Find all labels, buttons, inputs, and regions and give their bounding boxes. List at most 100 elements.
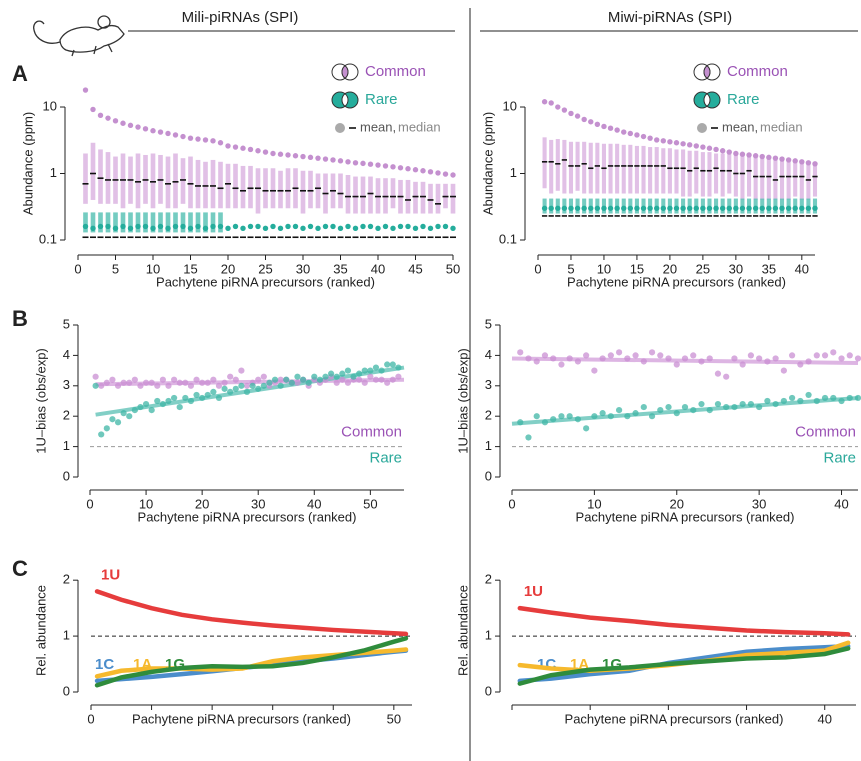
mean-dot xyxy=(247,223,254,230)
box xyxy=(90,212,96,233)
point xyxy=(378,376,385,383)
box xyxy=(195,159,201,209)
point xyxy=(283,376,290,383)
mean-dot xyxy=(315,225,321,231)
box xyxy=(549,139,554,194)
point xyxy=(92,373,99,380)
point xyxy=(120,410,127,417)
mouse-ear xyxy=(97,15,111,29)
point xyxy=(294,373,301,380)
mean-dot xyxy=(574,113,581,119)
y-tick-label: 1 xyxy=(63,628,70,643)
mean-dot xyxy=(172,223,179,230)
point xyxy=(210,388,217,395)
point xyxy=(756,403,763,411)
box xyxy=(270,168,276,209)
point xyxy=(271,376,279,383)
point xyxy=(243,388,251,395)
mean-dot xyxy=(127,225,134,231)
box xyxy=(568,141,574,194)
box xyxy=(180,158,186,204)
curve xyxy=(517,643,851,684)
point xyxy=(583,352,590,359)
mean-dot xyxy=(601,205,607,211)
y-axis-label: Rel. abundance xyxy=(455,585,470,676)
point xyxy=(838,355,845,362)
mean-dot xyxy=(667,139,673,145)
column-title: Mili-piRNAs (SPI) xyxy=(182,9,299,26)
mouse-body xyxy=(59,24,125,53)
mean-dot xyxy=(450,225,456,231)
box xyxy=(120,153,126,209)
mean-dot xyxy=(568,110,574,117)
mean-dot xyxy=(285,223,291,230)
point xyxy=(299,376,307,383)
point xyxy=(311,373,318,380)
point xyxy=(648,413,656,420)
mean-dot xyxy=(135,223,141,230)
x-axis-label: Pachytene piRNA precursors (ranked) xyxy=(132,711,351,726)
mean-dot xyxy=(375,162,381,168)
mean-dot xyxy=(693,143,699,149)
point xyxy=(114,382,122,389)
box xyxy=(195,212,201,233)
mean-dot xyxy=(180,223,186,230)
point xyxy=(624,355,631,362)
x-tick-label: 40 xyxy=(371,261,385,276)
curve xyxy=(94,636,409,688)
point xyxy=(698,400,705,408)
box xyxy=(345,174,351,214)
box xyxy=(308,170,313,209)
mean-dot xyxy=(640,205,647,211)
mean-dot xyxy=(262,149,269,155)
point xyxy=(681,403,689,411)
x-axis-label: Pachytene piRNA precursors (ranked) xyxy=(565,711,784,726)
box xyxy=(674,149,679,194)
x-tick-label: 5 xyxy=(567,261,574,276)
mean-dot xyxy=(726,205,732,211)
mean-dot xyxy=(673,205,680,211)
y-tick-label: 1 xyxy=(50,165,57,180)
x-tick-label: 10 xyxy=(146,261,160,276)
mean-dot xyxy=(262,225,269,231)
point xyxy=(747,400,755,408)
point xyxy=(131,407,138,414)
mean-dot xyxy=(746,152,752,158)
mean-dot xyxy=(412,225,419,231)
mean-dot xyxy=(647,135,653,141)
point xyxy=(148,379,155,386)
point xyxy=(591,413,598,420)
mean-dot xyxy=(733,205,739,211)
x-tick-label: 40 xyxy=(817,711,831,726)
box xyxy=(681,149,686,197)
y-tick-label: 0.1 xyxy=(499,231,517,246)
box xyxy=(812,163,818,197)
mean-dot xyxy=(345,159,351,165)
x-tick-label: 10 xyxy=(597,261,611,276)
mean-dot xyxy=(614,127,620,133)
series-label: 1C xyxy=(95,656,114,673)
series-label: 1G xyxy=(165,656,185,673)
mean-dot xyxy=(112,225,119,231)
point xyxy=(126,413,133,420)
x-tick-label: 0 xyxy=(87,711,94,726)
point xyxy=(558,413,565,420)
mean-dot xyxy=(90,106,96,113)
point xyxy=(176,379,183,386)
point xyxy=(182,379,189,386)
point xyxy=(739,400,746,408)
x-tick-label: 50 xyxy=(363,496,377,511)
mean-dot xyxy=(367,161,374,167)
mean-dot xyxy=(581,116,587,123)
point xyxy=(395,373,402,380)
mean-dot xyxy=(390,225,396,231)
mean-dot xyxy=(621,129,627,135)
mean-dot xyxy=(300,153,306,160)
point xyxy=(159,400,166,408)
box xyxy=(255,168,261,214)
point xyxy=(199,394,206,402)
venn-overlap xyxy=(341,65,349,79)
y-axis-label: Abundance (ppm) xyxy=(20,112,35,215)
point xyxy=(243,382,251,389)
mean-dot xyxy=(405,223,411,230)
